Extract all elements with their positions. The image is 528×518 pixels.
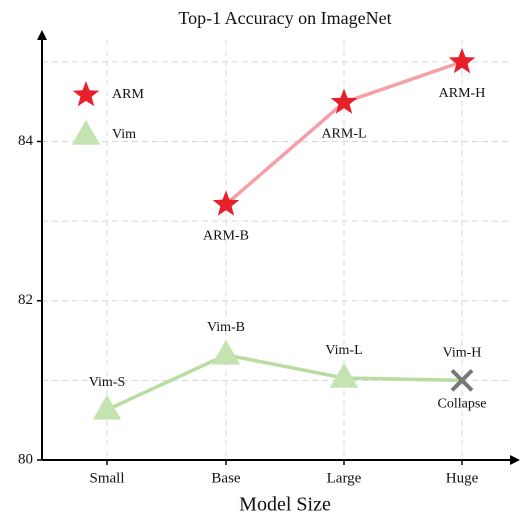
x-tick-label: Small — [89, 470, 124, 486]
legend-marker — [72, 81, 100, 107]
y-axis-arrow — [37, 30, 47, 40]
point-label: Vim-S — [89, 375, 126, 390]
x-tick-label: Huge — [446, 470, 479, 486]
point-marker — [330, 88, 358, 114]
point-label: ARM-L — [321, 127, 366, 142]
x-axis-label: Model Size — [239, 494, 331, 516]
point-label: ARM-B — [203, 229, 249, 244]
point-label: Vim-B — [207, 320, 245, 335]
point-marker — [329, 362, 359, 388]
series-line — [106, 353, 463, 412]
legend-label: Vim — [112, 127, 136, 142]
x-tick-label: Large — [327, 470, 362, 486]
point-label: Vim-H — [443, 346, 482, 361]
point-label: ARM-H — [439, 86, 486, 101]
point-marker — [92, 394, 122, 420]
y-tick-label: 82 — [18, 292, 33, 308]
point-marker — [448, 47, 476, 74]
x-tick-label: Base — [211, 470, 241, 486]
point-label: Vim-L — [325, 343, 362, 358]
point-marker — [211, 339, 241, 365]
point-marker — [212, 190, 240, 216]
legend-label: ARM — [112, 87, 144, 102]
chart-title: Top-1 Accuracy on ImageNet — [178, 8, 391, 28]
x-axis-arrow — [510, 455, 520, 465]
y-tick-label: 84 — [18, 133, 34, 149]
legend-marker — [71, 120, 101, 145]
annotation: Collapse — [438, 397, 487, 412]
collapse-marker — [450, 368, 474, 392]
y-tick-label: 80 — [18, 451, 33, 467]
